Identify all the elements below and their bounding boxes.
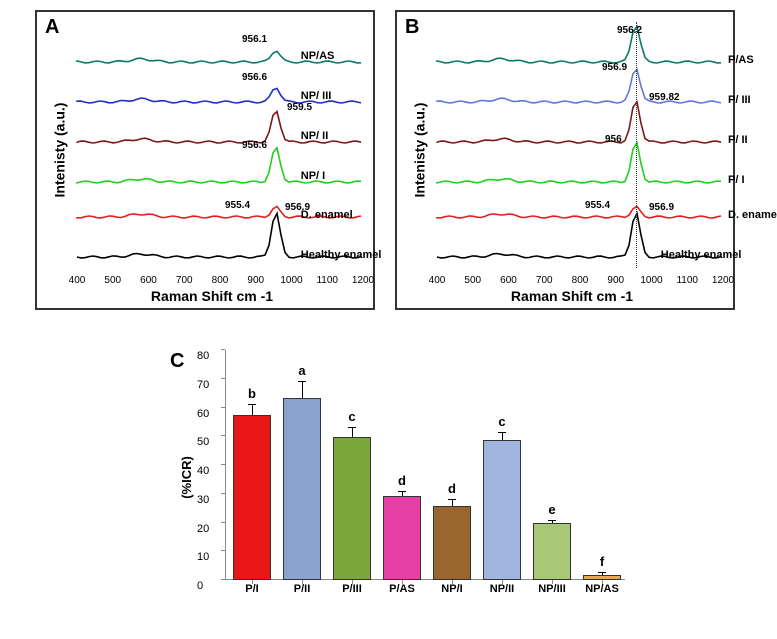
xtick: 1100: [316, 275, 338, 286]
xtick: 500: [464, 275, 481, 286]
xtick: 1100: [676, 275, 698, 286]
bar-label: NP/II: [490, 583, 514, 595]
significance-letter: b: [248, 386, 256, 401]
xtick: 800: [212, 275, 229, 286]
series-label: P/ I: [728, 174, 745, 186]
bar-label: P/II: [294, 583, 311, 595]
spectrum-line: [437, 102, 721, 143]
significance-letter: c: [498, 414, 505, 429]
series-label: P/AS: [728, 54, 754, 66]
series-label: D. enamel: [728, 209, 777, 221]
peak-label: 956.9: [602, 62, 627, 73]
significance-letter: e: [548, 502, 555, 517]
reference-line: [636, 22, 637, 268]
significance-letter: a: [298, 363, 305, 378]
panel-b-letter: B: [405, 16, 419, 39]
peak-label: 959.82: [649, 92, 680, 103]
xtick: 600: [140, 275, 157, 286]
ytick: 40: [197, 465, 209, 477]
peak-label: 955.4: [225, 200, 250, 211]
bar: [483, 440, 521, 580]
panel-a-letter: A: [45, 16, 59, 39]
bar: [533, 523, 571, 580]
bar: [283, 398, 321, 580]
panel-c-plot: 01020304050607080bP/IaP/IIcP/IIIdP/ASdNP…: [225, 350, 625, 580]
series-label: NP/AS: [301, 50, 335, 62]
bar-label: NP/AS: [585, 583, 619, 595]
panel-c: C (%ICR) 01020304050607080bP/IaP/IIcP/II…: [175, 340, 635, 620]
series-label: NP/ II: [301, 130, 329, 142]
significance-letter: d: [448, 481, 456, 496]
ytick: 70: [197, 379, 209, 391]
bar-label: NP/III: [538, 583, 566, 595]
panel-a-xlabel: Raman Shift cm -1: [122, 288, 302, 304]
panel-a-plot: 400500600700800900100011001200Healthy en…: [77, 22, 363, 268]
spectrum-line: [437, 26, 721, 63]
ytick: 50: [197, 436, 209, 448]
ytick: 80: [197, 350, 209, 362]
xtick: 1200: [352, 275, 374, 286]
peak-label: 956.6: [242, 72, 267, 83]
panel-b: B Intenisty (a.u.) Raman Shift cm -1 400…: [395, 10, 735, 310]
xtick: 900: [247, 275, 264, 286]
significance-letter: c: [348, 409, 355, 424]
bar-label: NP/I: [441, 583, 462, 595]
xtick: 900: [607, 275, 624, 286]
ytick: 20: [197, 523, 209, 535]
xtick: 600: [500, 275, 517, 286]
peak-label: 956.6: [242, 140, 267, 151]
ytick: 60: [197, 408, 209, 420]
xtick: 800: [572, 275, 589, 286]
peak-label: 956.1: [242, 34, 267, 45]
series-label: Healthy enamel: [301, 249, 382, 261]
series-label: NP/ III: [301, 90, 332, 102]
xtick: 700: [176, 275, 193, 286]
bar: [433, 506, 471, 580]
peak-label: 959.5: [287, 102, 312, 113]
xtick: 400: [69, 275, 86, 286]
peak-label: 956.9: [285, 202, 310, 213]
spectrum-line: [437, 143, 721, 183]
panel-a-ylabel: Intenisty (a.u.): [51, 103, 67, 198]
bar: [233, 415, 271, 580]
panel-a: A Intenisty (a.u.) Raman Shift cm -1 400…: [35, 10, 375, 310]
xtick: 1000: [280, 275, 302, 286]
series-label: P/ II: [728, 134, 748, 146]
panel-c-letter: C: [170, 350, 184, 373]
significance-letter: d: [398, 473, 406, 488]
bar-label: P/AS: [389, 583, 415, 595]
significance-letter: f: [600, 554, 604, 569]
series-label: Healthy enamel: [661, 249, 742, 261]
panel-b-plot: 400500600700800900100011001200Healthy en…: [437, 22, 723, 268]
xtick: 700: [536, 275, 553, 286]
ytick: 0: [197, 580, 203, 592]
spectrum-line: [437, 206, 721, 218]
panel-c-ylabel: (%ICR): [179, 456, 194, 499]
panel-b-ylabel: Intenisty (a.u.): [411, 103, 427, 198]
bar-label: P/I: [245, 583, 258, 595]
bar: [383, 496, 421, 580]
series-label: P/ III: [728, 94, 751, 106]
panel-b-xlabel: Raman Shift cm -1: [482, 288, 662, 304]
xtick: 1200: [712, 275, 734, 286]
peak-label: 956: [605, 134, 622, 145]
peak-label: 955.4: [585, 200, 610, 211]
xtick: 500: [104, 275, 121, 286]
peak-label: 956.2: [617, 25, 642, 36]
xtick: 1000: [640, 275, 662, 286]
bar: [333, 437, 371, 580]
ytick: 10: [197, 551, 209, 563]
series-label: NP/ I: [301, 170, 325, 182]
ytick: 30: [197, 494, 209, 506]
xtick: 400: [429, 275, 446, 286]
bar-label: P/III: [342, 583, 362, 595]
peak-label: 956.9: [649, 202, 674, 213]
